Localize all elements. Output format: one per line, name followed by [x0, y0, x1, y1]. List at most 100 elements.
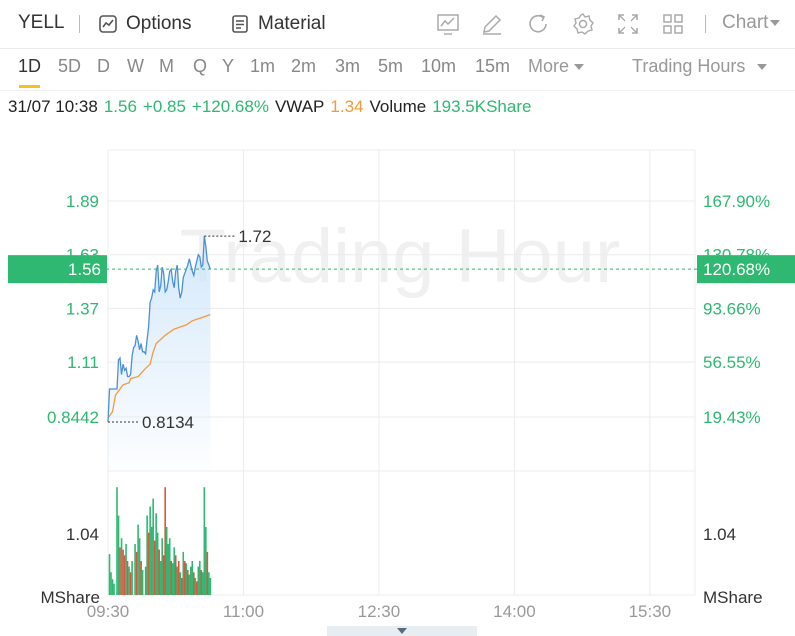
volume-bar: [186, 570, 189, 595]
period-tab-2m[interactable]: 2m: [291, 56, 317, 76]
vwap-value: 1.34: [330, 97, 364, 116]
volume-bar: [123, 555, 126, 595]
fullscreen-icon[interactable]: [616, 12, 640, 36]
period-tab-w[interactable]: W: [127, 56, 144, 76]
volume-bar: [120, 538, 123, 595]
volume-bar: [191, 560, 194, 595]
volume-bar: [174, 555, 177, 595]
volume-bar: [202, 572, 204, 595]
volume-label: Volume: [369, 97, 427, 116]
volume-bar: [199, 560, 201, 595]
volume-bar: [135, 551, 138, 595]
indicator-icon[interactable]: [436, 12, 460, 36]
options-label: Options: [126, 13, 192, 34]
volume-bar: [203, 487, 206, 595]
current-price-badge: [8, 255, 107, 284]
period-tab-d[interactable]: D: [97, 56, 110, 76]
quote-price: 1.56: [103, 97, 137, 116]
volume-bar: [164, 487, 166, 595]
volume-bar: [168, 538, 171, 595]
volume-bar: [176, 566, 179, 595]
volume-bar: [125, 543, 127, 595]
volume-bar: [158, 549, 160, 595]
toolbar-divider: [705, 15, 706, 33]
volume-bar: [189, 566, 192, 595]
period-tab-3m[interactable]: 3m: [335, 56, 361, 76]
volume-bar: [141, 570, 144, 595]
volume-bar: [140, 560, 142, 595]
volume-bar: [206, 551, 209, 595]
intraday-chart[interactable]: Trading Hour1.891.631.371.110.8442167.90…: [0, 125, 795, 625]
chart-collapse-handle[interactable]: [327, 626, 477, 636]
volume-bar: [185, 563, 188, 595]
y-axis-left-tick-label: 1.37: [66, 299, 99, 318]
ticker-symbol[interactable]: YELL: [18, 12, 65, 33]
volume-axis-label-right: 1.04: [703, 525, 736, 544]
volume-bar: [134, 543, 136, 595]
period-tab-m[interactable]: M: [159, 56, 174, 76]
period-tab-5m[interactable]: 5m: [378, 56, 404, 76]
volume-bar: [131, 560, 133, 595]
period-tab-10m[interactable]: 10m: [421, 56, 457, 76]
volume-bar: [110, 572, 112, 595]
current-pct-badge-label: 120.68%: [703, 260, 770, 279]
high-marker-label: 1.72: [238, 227, 271, 246]
volume-bar: [152, 498, 154, 595]
layout-icon[interactable]: [661, 12, 685, 36]
options-button[interactable]: Options: [98, 10, 191, 38]
volume-bar: [182, 551, 185, 595]
chevron-down-icon: [757, 63, 768, 70]
chevron-down-icon: [770, 20, 781, 26]
more-periods-dropdown[interactable]: More: [528, 56, 585, 77]
trading-hours-label: Trading Hours: [632, 56, 746, 76]
period-tab-1m[interactable]: 1m: [250, 56, 276, 76]
volume-bar: [208, 572, 210, 595]
volume-bar: [170, 560, 173, 595]
volume-bar: [137, 524, 139, 595]
volume-bar: [192, 572, 195, 595]
volume-bar: [117, 515, 120, 595]
volume-bar: [173, 547, 176, 595]
volume-bar: [111, 579, 114, 595]
vwap-line: [107, 313, 211, 419]
volume-bar: [194, 577, 197, 595]
x-axis-tick-label: 14:00: [493, 602, 536, 621]
period-tab-15m[interactable]: 15m: [475, 56, 511, 76]
volume-bar: [209, 577, 212, 595]
volume-bar: [196, 581, 198, 595]
x-axis-tick-label: 09:30: [87, 602, 130, 621]
material-button[interactable]: Material: [230, 10, 326, 38]
period-tab-5d[interactable]: 5D: [58, 56, 82, 76]
toolbar-divider: [79, 15, 80, 33]
period-tab-1d[interactable]: 1D: [18, 56, 41, 88]
chart-type-dropdown[interactable]: Chart: [722, 12, 781, 34]
volume-bar: [200, 570, 203, 595]
price-area-fill: [108, 236, 211, 471]
current-pct-badge: [697, 255, 795, 284]
x-axis-tick-label: 12:30: [358, 602, 401, 621]
settings-icon[interactable]: [571, 12, 595, 36]
period-tab-q[interactable]: Q: [193, 56, 208, 76]
more-label: More: [528, 56, 570, 76]
volume-bar: [171, 563, 174, 595]
trading-hours-dropdown[interactable]: Trading Hours: [632, 56, 768, 77]
chart-toolbar: YELL Options Material Chart: [0, 0, 795, 49]
volume-bar: [167, 543, 170, 595]
quote-change-pct: +120.68%: [191, 97, 269, 116]
volume-bar: [165, 526, 168, 595]
chart-type-label: Chart: [722, 12, 769, 33]
draw-icon[interactable]: [480, 12, 504, 36]
options-chart-icon: [98, 14, 118, 34]
volume-bar: [128, 566, 130, 595]
refresh-icon[interactable]: [526, 12, 550, 36]
volume-bar: [116, 487, 118, 595]
low-marker-label: 0.8134: [142, 413, 194, 432]
period-tab-y[interactable]: Y: [222, 56, 235, 76]
y-axis-right-tick-label: 19.43%: [703, 408, 761, 427]
period-tabs: More Trading Hours 1D 5D D W M Q Y 1m 2m 3m 5m 10m 1…: [0, 48, 795, 91]
volume-unit-left: MShare: [40, 588, 100, 607]
volume-bar: [113, 583, 115, 595]
volume-bar: [177, 560, 180, 595]
volume-bar: [144, 566, 147, 595]
volume-bar: [150, 526, 153, 595]
